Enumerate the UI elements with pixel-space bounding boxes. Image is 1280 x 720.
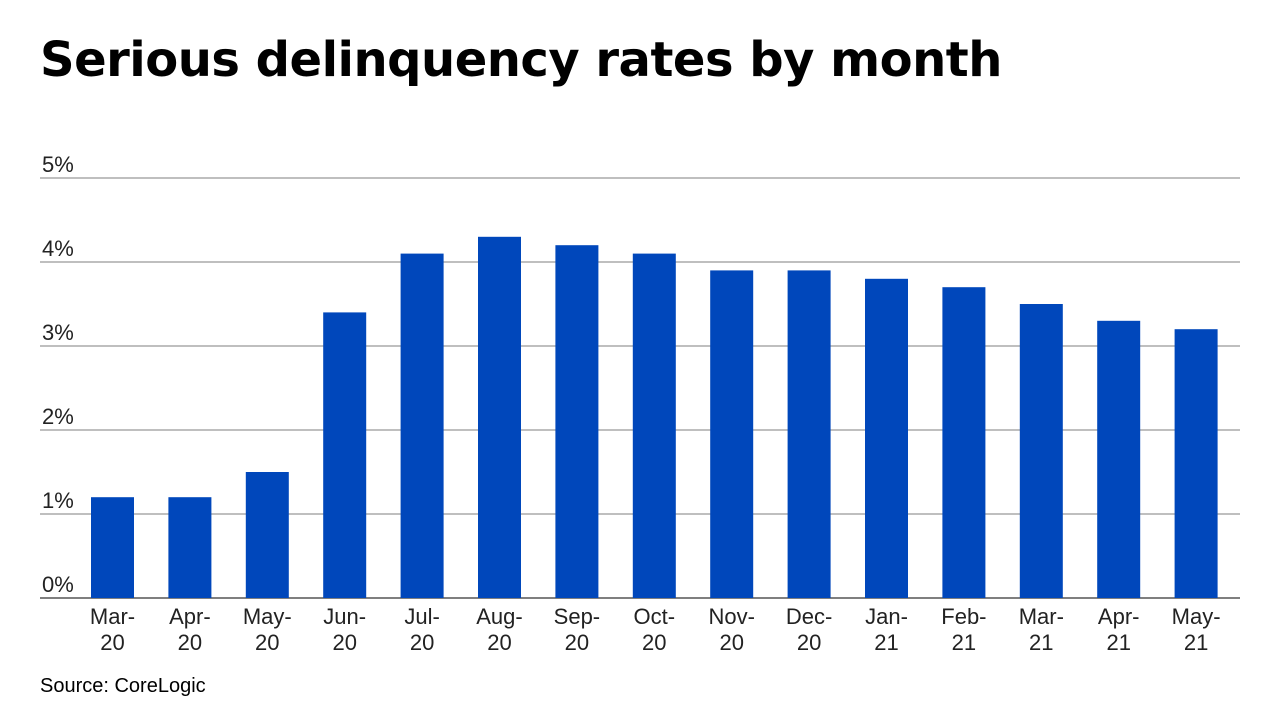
x-tick-label: Mar-21 — [1019, 604, 1064, 655]
y-tick-label: 0% — [42, 572, 74, 597]
bar — [787, 270, 831, 598]
x-tick-label: Apr-20 — [169, 604, 211, 655]
bars — [91, 236, 1218, 599]
bar — [91, 497, 134, 598]
x-tick-label: Aug-20 — [476, 604, 522, 655]
y-tick-label: 5% — [42, 152, 74, 177]
source-note: Source: CoreLogic — [40, 675, 206, 697]
x-tick-label: May-21 — [1172, 604, 1221, 655]
x-tick-label: Jan-21 — [865, 604, 908, 655]
y-tick-label: 4% — [42, 236, 74, 261]
bar — [632, 253, 676, 598]
bar — [245, 472, 289, 598]
bar — [710, 270, 754, 598]
y-tick-label: 3% — [42, 320, 74, 345]
y-tick-label: 2% — [42, 404, 74, 429]
x-tick-label: Apr-21 — [1098, 604, 1140, 655]
x-tick-label: May-20 — [243, 604, 292, 655]
bar — [865, 278, 908, 598]
x-tick-label: Oct-20 — [634, 604, 676, 655]
y-tick-label: 1% — [42, 488, 74, 513]
bar — [400, 253, 444, 598]
x-axis-tick-labels: Mar-20 Apr-20 May-20 Jun-20 Jul-20 Aug-20 Sep-… — [90, 604, 1221, 655]
x-tick-label: Jul-20 — [404, 604, 439, 655]
bar — [323, 312, 367, 598]
chart-title: Serious delinquency rates by month — [40, 32, 1002, 88]
bar — [168, 497, 212, 598]
y-axis-tick-labels: 0% 1% 2% 3% 4% 5% — [42, 152, 74, 597]
bar — [1097, 320, 1141, 598]
x-tick-label: Mar-20 — [90, 604, 135, 655]
x-tick-label: Jun-20 — [323, 604, 366, 655]
bar — [1174, 329, 1218, 598]
x-tick-label: Dec-20 — [786, 604, 832, 655]
x-tick-label: Nov-20 — [708, 604, 754, 655]
bar — [942, 287, 986, 598]
bar — [555, 245, 599, 598]
x-tick-label: Feb-21 — [941, 604, 986, 655]
bar — [478, 236, 521, 599]
bar — [1019, 304, 1063, 598]
x-tick-label: Sep-20 — [554, 604, 600, 655]
